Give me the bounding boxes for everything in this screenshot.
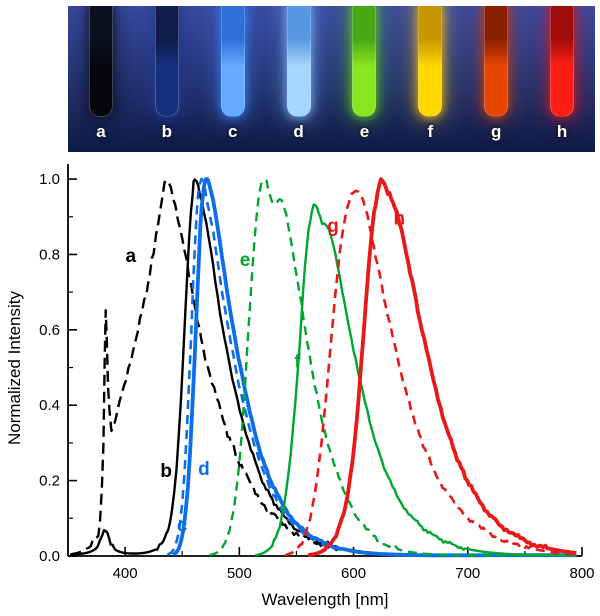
- tube-label: e: [359, 122, 370, 141]
- series-g: [284, 189, 577, 557]
- tube-row: a b c d e f g h: [68, 6, 595, 152]
- tube-glass: [550, 6, 575, 117]
- tube-glass: [154, 6, 179, 117]
- tube-glass: [220, 6, 245, 117]
- test-tube-f: f: [418, 6, 443, 152]
- series-b: [70, 178, 577, 557]
- series-h: [307, 177, 577, 558]
- y-tick-label: 0.4: [39, 397, 60, 414]
- spectra-chart: 400 500 600 700 800 0.0 0.2 0.4 0.6 0.8 1.0 a b c d e f g…: [0, 152, 600, 616]
- series-label-g: g: [327, 216, 339, 237]
- series-d: [171, 177, 577, 558]
- test-tube-e: e: [352, 6, 377, 152]
- series-label-b: b: [160, 461, 172, 482]
- tube-label: g: [490, 122, 502, 141]
- tube-glass: [418, 6, 443, 117]
- test-tube-b: b: [154, 6, 179, 152]
- tube-label: d: [293, 122, 304, 141]
- tube-glass: [484, 6, 509, 117]
- tube-label: a: [96, 122, 106, 141]
- x-tick-label: 500: [227, 565, 252, 582]
- y-axis-label: Normalized Intensity: [5, 290, 24, 446]
- y-tick-label: 0.6: [39, 322, 60, 339]
- x-axis-label: Wavelength [nm]: [261, 590, 389, 609]
- series-label-a: a: [126, 246, 137, 267]
- test-tube-g: g: [484, 6, 509, 152]
- series-e: [209, 178, 577, 557]
- x-tick-label: 400: [113, 565, 138, 582]
- series-label-f: f: [294, 352, 301, 373]
- test-tube-d: d: [286, 6, 311, 152]
- test-tube-h: h: [550, 6, 575, 152]
- y-tick-label: 0.0: [39, 548, 60, 565]
- tube-label: h: [556, 122, 568, 141]
- plot-canvas: 400 500 600 700 8000.00.20.40.60.81.0abcdefg…: [39, 164, 595, 582]
- series-a: [70, 178, 577, 557]
- tube-glass: [286, 6, 311, 117]
- test-tube-a: a: [88, 6, 113, 152]
- series-label-h: h: [393, 208, 405, 229]
- y-tick-label: 0.8: [39, 246, 60, 263]
- tube-glass: [352, 6, 377, 117]
- series-label-d: d: [198, 459, 210, 480]
- fluorescence-photo: a b c d e f g h: [68, 6, 595, 152]
- series-f: [255, 203, 577, 557]
- tube-label: f: [427, 122, 434, 141]
- tube-label: c: [227, 122, 238, 141]
- series-label-e: e: [240, 250, 251, 271]
- x-tick-label: 600: [341, 565, 366, 582]
- x-tick-label: 800: [569, 565, 594, 582]
- test-tube-c: c: [220, 6, 245, 152]
- tube-glass: [88, 6, 113, 117]
- y-tick-label: 0.2: [39, 473, 60, 490]
- x-tick-label: 700: [455, 565, 480, 582]
- y-tick-label: 1.0: [39, 171, 60, 188]
- tube-label: b: [161, 122, 172, 141]
